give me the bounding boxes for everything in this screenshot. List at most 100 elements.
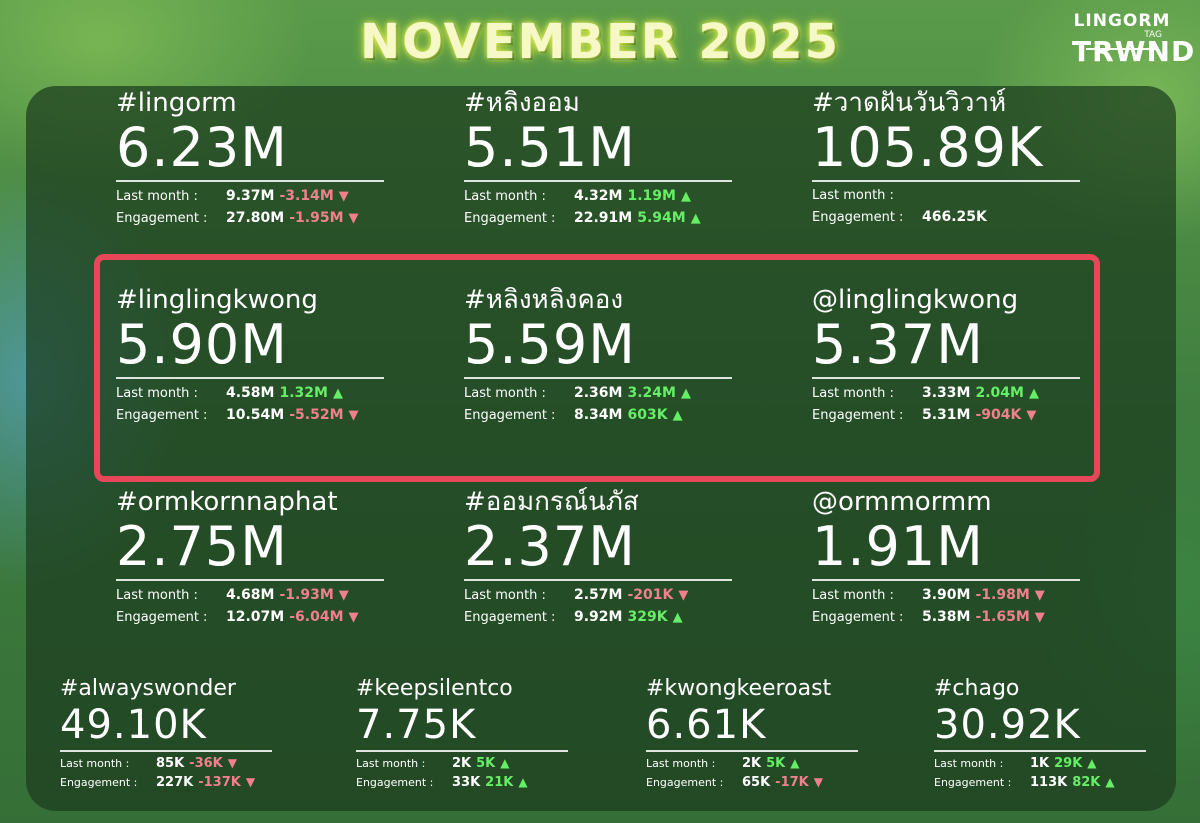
last-month-value: 2K: [742, 756, 762, 771]
stat-card: #หลิงออม 5.51M Last month :4.32M 1.19M ▲ Enga…: [464, 88, 732, 226]
stat-card: @ormmormm 1.91M Last month :3.90M -1.98M ▼ En…: [812, 487, 1080, 625]
arrow-down-icon: ▼: [678, 588, 689, 603]
last-month: Last month : 2.36M 3.24M ▲: [464, 385, 732, 401]
logo-line1: LINGORM: [1073, 11, 1171, 31]
last-month-label: Last month :: [464, 189, 546, 204]
arrow-up-icon: ▲: [332, 386, 343, 401]
divider: [646, 750, 858, 752]
hashtag-label: #kwongkeeroast: [646, 676, 832, 701]
engagement-label: Engagement :: [812, 610, 904, 625]
hashtag-label: #linglingkwong: [116, 285, 318, 315]
engagement-value: 10.54M: [226, 407, 285, 423]
divider: [464, 579, 732, 581]
last-month-label: Last month :: [812, 188, 894, 203]
last-month-label: Last month :: [812, 588, 894, 603]
arrow-down-icon: ▼: [348, 211, 359, 226]
divider: [464, 180, 732, 182]
arrow-up-icon: ▲: [672, 408, 683, 423]
stat-card: #kwongkeeroast 6.61K Last month : 2K 5K ▲ Enga…: [646, 676, 858, 790]
last-month: Last month :: [812, 188, 1080, 203]
arrow-up-icon: ▲: [1028, 386, 1039, 401]
last-month-change: 29K: [1054, 756, 1083, 771]
last-month: Last month : 4.32M 1.19M ▲: [464, 188, 732, 204]
page-title: NOVEMBER 2025: [359, 14, 841, 70]
engagement-label: Engagement :: [116, 408, 208, 423]
last-month-value: 1K: [1030, 756, 1050, 771]
logo-divider: [1086, 48, 1158, 50]
engagement-change: -6.04M: [289, 609, 344, 625]
engagement: Engagement : 113K 82K ▲: [934, 775, 1146, 790]
last-month-label: Last month :: [116, 588, 198, 603]
engagement-change: -1.95M: [289, 210, 344, 226]
stat-card: #chago 30.92K Last month :1K 29K ▲ Engagement…: [934, 676, 1146, 790]
engagement: Engagement : 10.54M -5.52M ▼: [116, 407, 384, 423]
logo-tag: TAG: [1144, 30, 1162, 40]
last-month: Last month : 1K 29K ▲: [934, 756, 1146, 771]
engagement-change: 21K: [485, 775, 514, 790]
last-month: Last month : 2K 5K ▲: [356, 756, 568, 771]
post-count: 5.59M: [464, 313, 636, 376]
arrow-down-icon: ▼: [1026, 408, 1037, 423]
arrow-down-icon: ▼: [338, 189, 349, 204]
arrow-up-icon: ▲: [690, 211, 701, 226]
last-month: Last month : 4.68M -1.93M ▼: [116, 587, 384, 603]
last-month: Last month : 85K -36K ▼: [60, 756, 272, 771]
last-month-value: 85K: [156, 756, 185, 771]
arrow-down-icon: ▼: [348, 408, 359, 423]
divider: [812, 377, 1080, 379]
arrow-down-icon: ▼: [1034, 588, 1045, 603]
stats-panel: [26, 86, 1176, 811]
arrow-up-icon: ▲: [500, 756, 510, 770]
stat-card: #lingorm 6.23M Last month :9.37M -3.14M ▼ Eng…: [116, 88, 384, 226]
engagement-value: 65K: [742, 775, 771, 790]
post-count: 5.51M: [464, 116, 636, 179]
divider: [60, 750, 272, 752]
divider: [812, 180, 1080, 182]
logo-line2: TRWND: [1072, 35, 1196, 68]
arrow-up-icon: ▲: [1105, 775, 1115, 789]
hashtag-label: #alwayswonder: [60, 676, 236, 701]
post-count: 6.61K: [646, 702, 767, 748]
brand-logo: LINGORM TAG TRWND: [1072, 11, 1196, 74]
last-month-change: -201K: [627, 587, 674, 603]
divider: [116, 377, 384, 379]
engagement-label: Engagement :: [116, 211, 208, 226]
engagement: Engagement : 5.31M -904K ▼: [812, 407, 1080, 423]
last-month-change: 3.24M: [627, 385, 676, 401]
post-count: 1.91M: [812, 515, 984, 578]
last-month-label: Last month :: [646, 757, 716, 770]
last-month-value: 4.58M: [226, 385, 275, 401]
last-month-label: Last month :: [464, 588, 546, 603]
hashtag-label: #ormkornnaphat: [116, 487, 338, 517]
last-month-label: Last month :: [812, 386, 894, 401]
stat-card: #linglingkwong 5.90M Last month : 4.58M 1.32…: [116, 285, 384, 423]
arrow-up-icon: ▲: [680, 386, 691, 401]
engagement: Engagement : 466.25K: [812, 209, 1080, 225]
last-month-value: 4.68M: [226, 587, 275, 603]
hashtag-label: #chago: [934, 676, 1020, 701]
arrow-down-icon: ▼: [338, 588, 349, 603]
engagement-value: 5.31M: [922, 407, 971, 423]
last-month-value: 2.36M: [574, 385, 623, 401]
post-count: 2.37M: [464, 515, 636, 578]
engagement: Engagement : 5.38M -1.65M ▼: [812, 609, 1080, 625]
engagement-change: -137K: [198, 775, 241, 790]
last-month: Last month : 3.90M -1.98M ▼: [812, 587, 1080, 603]
arrow-up-icon: ▲: [672, 610, 683, 625]
engagement-label: Engagement :: [812, 210, 904, 225]
engagement-label: Engagement :: [116, 610, 208, 625]
last-month-value: 2K: [452, 756, 472, 771]
engagement-value: 22.91M: [574, 210, 633, 226]
divider: [812, 579, 1080, 581]
last-month-change: -3.14M: [279, 188, 334, 204]
last-month-value: 2.57M: [574, 587, 623, 603]
last-month-change: -1.98M: [975, 587, 1030, 603]
engagement-label: Engagement :: [812, 408, 904, 423]
post-count: 7.75K: [356, 702, 477, 748]
engagement: Engagement : 22.91M 5.94M ▲: [464, 210, 732, 226]
hashtag-label: @ormmormm: [812, 487, 992, 517]
engagement: Engagement : 33K 21K ▲: [356, 775, 568, 790]
last-month-label: Last month :: [116, 386, 198, 401]
arrow-up-icon: ▲: [680, 189, 691, 204]
last-month-change: -36K: [189, 756, 223, 771]
